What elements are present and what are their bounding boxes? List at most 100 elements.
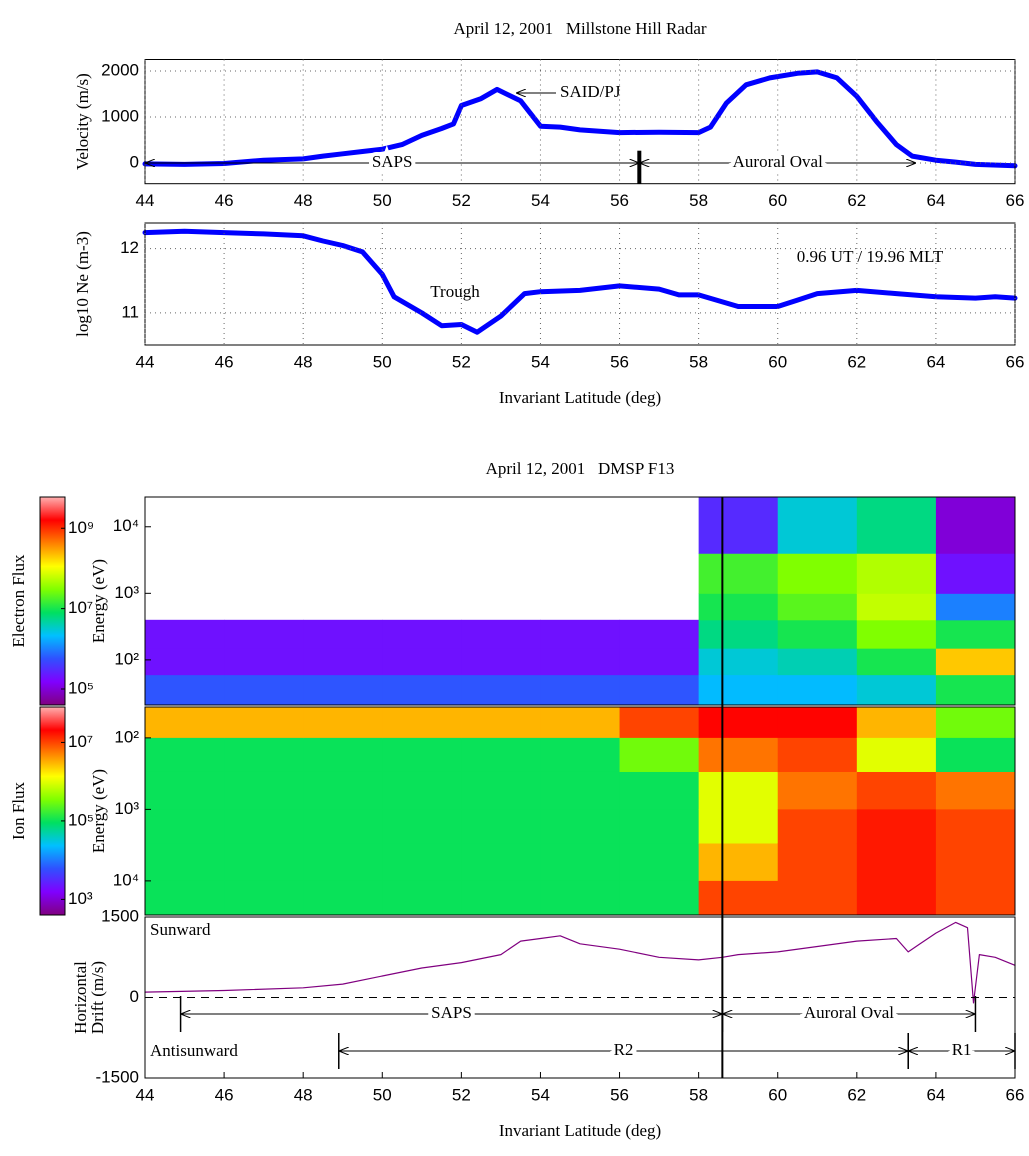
colorbar-tick-label: 10³: [68, 889, 93, 908]
region-label: R1: [952, 1040, 972, 1059]
heat-cell: [224, 737, 304, 773]
heat-cell: [619, 771, 700, 810]
x-tick-label: 52: [452, 352, 471, 371]
region-label: Auroral Oval: [733, 152, 823, 171]
heat-cell: [224, 648, 304, 676]
heat-cell: [382, 809, 462, 844]
heat-cell: [935, 880, 1016, 916]
heat-cell: [303, 674, 383, 706]
x-tick-label: 60: [768, 191, 787, 210]
heat-cell: [540, 880, 621, 916]
x-axis-label: Invariant Latitude (deg): [499, 388, 661, 407]
x-tick-label: 60: [768, 352, 787, 371]
x-tick-label: 46: [215, 352, 234, 371]
y-axis-label: Velocity (m/s): [73, 73, 92, 170]
heat-cell: [698, 593, 779, 621]
heat-cell: [303, 648, 383, 676]
heat-cell: [935, 843, 1016, 882]
x-tick-label: 66: [1006, 1085, 1025, 1104]
heat-cell: [856, 771, 937, 810]
x-tick-label: 66: [1006, 191, 1025, 210]
heat-cell: [856, 497, 937, 554]
heat-cell: [145, 737, 225, 773]
heat-cell: [303, 707, 383, 739]
chart-title: April 12, 2001 DMSP F13: [486, 459, 675, 478]
x-tick-label: 58: [689, 1085, 708, 1104]
heat-cell: [540, 737, 621, 773]
y-tick-label: 10³: [114, 799, 139, 818]
x-tick-label: 44: [136, 352, 155, 371]
colorbar-tick-label: 10⁵: [68, 810, 94, 829]
x-tick-label: 44: [136, 1085, 155, 1104]
y-axis-label: Drift (m/s): [88, 961, 107, 1034]
heat-cell: [856, 593, 937, 621]
heat-cell: [540, 843, 621, 882]
heat-cell: [935, 619, 1016, 649]
x-tick-label: 54: [531, 1085, 550, 1104]
heat-cell: [540, 707, 621, 739]
chart-title: April 12, 2001 Millstone Hill Radar: [453, 19, 706, 38]
annotation: SAID/PJ: [560, 82, 621, 101]
y-tick-label: 1500: [101, 906, 139, 925]
heat-cell: [461, 648, 541, 676]
heat-cell: [619, 707, 700, 739]
heat-cell: [461, 674, 541, 706]
heat-cell: [540, 771, 621, 810]
x-tick-label: 66: [1006, 352, 1025, 371]
heat-cell: [145, 674, 225, 706]
heat-cell: [619, 880, 700, 916]
heat-cell: [935, 707, 1016, 739]
heat-cell: [461, 707, 541, 739]
colorbar-label: Electron Flux: [9, 554, 28, 648]
heat-cell: [145, 809, 225, 844]
heat-cell: [382, 648, 462, 676]
heat-cell: [856, 553, 937, 594]
heat-cell: [540, 809, 621, 844]
colorbar-tick-label: 10⁷: [68, 732, 93, 751]
plot-frame: [144, 59, 1016, 185]
heat-cell: [856, 674, 937, 706]
x-tick-label: 50: [373, 352, 392, 371]
y-tick-label: 1000: [101, 106, 139, 125]
x-tick-label: 62: [847, 191, 866, 210]
heat-cell: [224, 619, 304, 649]
heat-cell: [224, 707, 304, 739]
y-tick-label: 2000: [101, 60, 139, 79]
heat-cell: [145, 648, 225, 676]
x-tick-label: 50: [373, 191, 392, 210]
heat-cell: [382, 619, 462, 649]
heat-cell: [303, 771, 383, 810]
heat-cell: [777, 737, 858, 773]
heat-cell: [461, 737, 541, 773]
heat-cell: [698, 880, 779, 916]
colorbar: [39, 496, 66, 706]
heat-cell: [145, 707, 225, 739]
heat-cell: [145, 771, 225, 810]
colorbar: [39, 706, 66, 916]
y-axis-label: Energy (eV): [89, 769, 108, 853]
heat-cell: [145, 619, 225, 649]
heat-cell: [224, 809, 304, 844]
heat-cell: [698, 648, 779, 676]
heat-cell: [935, 809, 1016, 844]
heat-cell: [382, 843, 462, 882]
x-tick-label: 48: [294, 1085, 313, 1104]
heat-cell: [777, 809, 858, 844]
heat-cell: [382, 880, 462, 916]
x-tick-label: 56: [610, 352, 629, 371]
heat-cell: [777, 648, 858, 676]
heat-cell: [461, 771, 541, 810]
x-tick-label: 58: [689, 191, 708, 210]
heat-cell: [303, 619, 383, 649]
heat-cell: [935, 497, 1016, 554]
heat-cell: [698, 843, 779, 882]
x-tick-label: 56: [610, 1085, 629, 1104]
x-tick-label: 62: [847, 1085, 866, 1104]
x-tick-label: 56: [610, 191, 629, 210]
y-tick-label: 10⁴: [113, 516, 139, 535]
heat-cell: [698, 771, 779, 810]
x-tick-label: 54: [531, 191, 550, 210]
heat-cell: [698, 737, 779, 773]
data-line: [142, 69, 1018, 169]
